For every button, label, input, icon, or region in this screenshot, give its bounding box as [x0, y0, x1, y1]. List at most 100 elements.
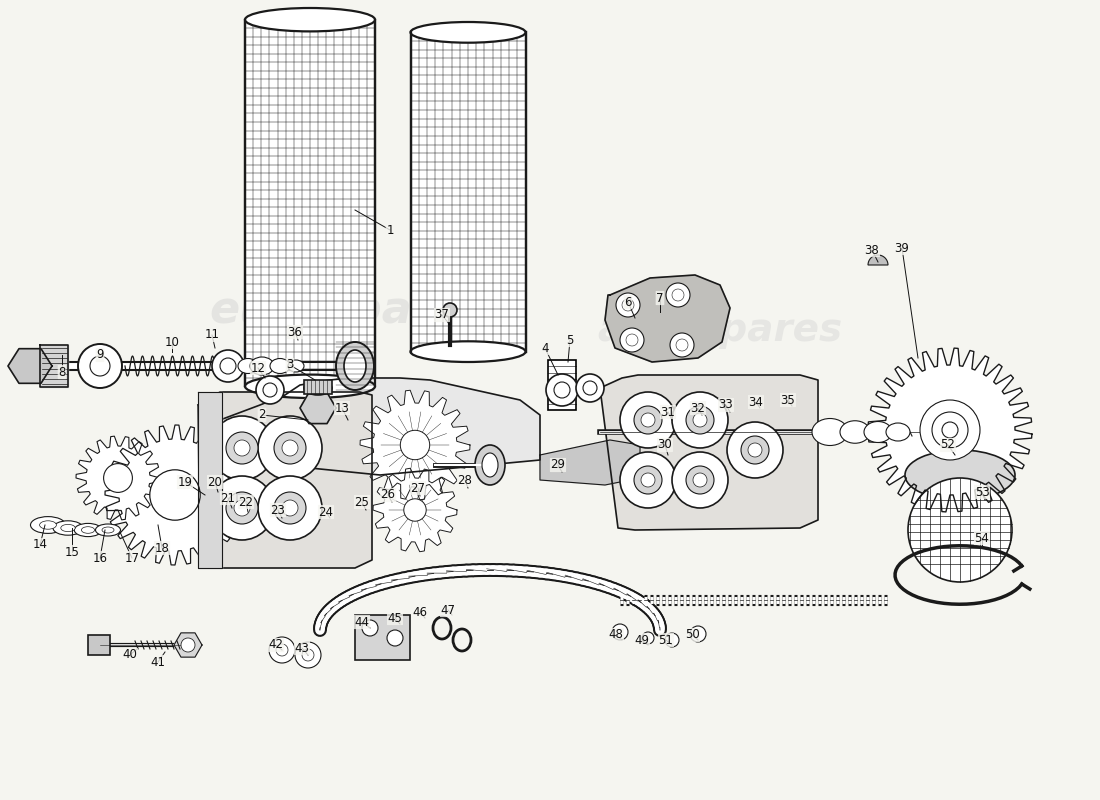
Ellipse shape — [270, 358, 290, 374]
Circle shape — [620, 328, 644, 352]
Ellipse shape — [250, 357, 274, 375]
Ellipse shape — [31, 517, 66, 534]
Text: 32: 32 — [691, 402, 705, 414]
Polygon shape — [104, 425, 245, 565]
Circle shape — [693, 473, 707, 487]
Text: 3: 3 — [286, 358, 294, 371]
Text: 53: 53 — [975, 486, 989, 498]
Text: 7: 7 — [657, 291, 663, 305]
Polygon shape — [198, 392, 222, 568]
Text: 6: 6 — [625, 295, 631, 309]
Circle shape — [443, 303, 456, 317]
Text: 48: 48 — [608, 629, 624, 642]
Polygon shape — [76, 436, 160, 520]
Text: 17: 17 — [124, 551, 140, 565]
Text: autospares: autospares — [597, 311, 843, 349]
Circle shape — [666, 283, 690, 307]
Circle shape — [258, 476, 322, 540]
Circle shape — [263, 383, 277, 397]
Text: 9: 9 — [97, 349, 103, 362]
Ellipse shape — [81, 526, 95, 534]
Circle shape — [620, 392, 676, 448]
Circle shape — [78, 344, 122, 388]
Circle shape — [932, 412, 968, 448]
Polygon shape — [198, 392, 372, 568]
Circle shape — [690, 626, 706, 642]
Ellipse shape — [482, 453, 498, 477]
Text: 27: 27 — [410, 482, 426, 494]
Text: 41: 41 — [151, 655, 165, 669]
Circle shape — [621, 299, 634, 311]
Ellipse shape — [344, 350, 366, 382]
Circle shape — [258, 416, 322, 480]
Text: 44: 44 — [354, 615, 370, 629]
Text: 50: 50 — [684, 629, 700, 642]
Circle shape — [274, 432, 306, 464]
Polygon shape — [548, 360, 576, 410]
Circle shape — [90, 356, 110, 376]
Text: 46: 46 — [412, 606, 428, 618]
Circle shape — [282, 500, 298, 516]
Text: 10: 10 — [165, 335, 179, 349]
Text: 37: 37 — [434, 309, 450, 322]
Circle shape — [226, 432, 258, 464]
Text: 45: 45 — [387, 611, 403, 625]
Ellipse shape — [53, 521, 82, 535]
Circle shape — [400, 430, 430, 460]
Text: 20: 20 — [208, 475, 222, 489]
Text: 11: 11 — [205, 329, 220, 342]
Text: 52: 52 — [940, 438, 956, 451]
Circle shape — [942, 422, 958, 438]
Text: 24: 24 — [319, 506, 333, 518]
Text: 51: 51 — [659, 634, 673, 646]
Circle shape — [672, 289, 684, 301]
Text: 8: 8 — [58, 366, 66, 378]
Polygon shape — [174, 633, 202, 657]
Bar — [304, 380, 332, 394]
Text: 23: 23 — [271, 503, 285, 517]
Text: 30: 30 — [658, 438, 672, 451]
Circle shape — [362, 620, 378, 636]
Polygon shape — [360, 390, 470, 500]
Text: 47: 47 — [440, 603, 455, 617]
Circle shape — [920, 400, 980, 460]
Circle shape — [210, 476, 274, 540]
Circle shape — [554, 382, 570, 398]
Text: 34: 34 — [749, 395, 763, 409]
Ellipse shape — [336, 342, 374, 390]
Circle shape — [212, 350, 244, 382]
Ellipse shape — [96, 524, 121, 536]
Circle shape — [210, 416, 274, 480]
Circle shape — [634, 406, 662, 434]
Bar — [355, 615, 410, 660]
Ellipse shape — [905, 450, 1015, 500]
Bar — [88, 635, 110, 655]
Ellipse shape — [304, 381, 332, 395]
Circle shape — [220, 358, 236, 374]
Circle shape — [150, 470, 200, 520]
Circle shape — [666, 633, 679, 647]
Circle shape — [908, 478, 1012, 582]
Circle shape — [546, 374, 578, 406]
Circle shape — [670, 333, 694, 357]
Ellipse shape — [102, 527, 114, 533]
Ellipse shape — [238, 358, 258, 374]
Text: 15: 15 — [65, 546, 79, 558]
Circle shape — [616, 293, 640, 317]
Text: 35: 35 — [781, 394, 795, 406]
Text: 1: 1 — [386, 223, 394, 237]
Polygon shape — [40, 345, 68, 387]
Text: 36: 36 — [287, 326, 303, 338]
Ellipse shape — [245, 374, 375, 398]
Ellipse shape — [886, 423, 910, 441]
Text: 12: 12 — [251, 362, 265, 374]
Bar — [245, 20, 375, 386]
Ellipse shape — [864, 422, 892, 442]
Circle shape — [921, 401, 979, 459]
Ellipse shape — [475, 445, 505, 485]
Ellipse shape — [75, 523, 101, 537]
Circle shape — [672, 392, 728, 448]
Circle shape — [387, 630, 403, 646]
Circle shape — [282, 440, 298, 456]
Polygon shape — [540, 440, 640, 485]
